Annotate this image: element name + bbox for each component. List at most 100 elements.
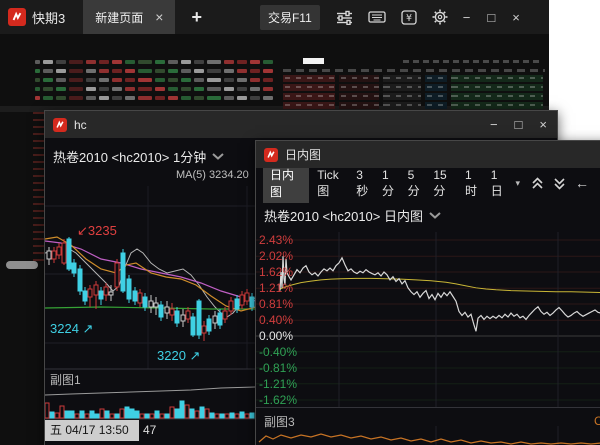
tab-1h[interactable]: 1时 (465, 168, 478, 198)
volume-bar (194, 410, 200, 419)
hc-window-controls: − □ × (490, 118, 547, 131)
arrow-left-icon[interactable]: ← (575, 175, 590, 191)
tab-15m[interactable]: 15分 (433, 168, 447, 198)
minimize-button[interactable]: − (489, 117, 498, 132)
candle (93, 284, 99, 296)
search-input[interactable] (303, 58, 324, 64)
axis-label: -0.40% (259, 344, 298, 359)
candle (98, 290, 104, 300)
volume-bar (45, 402, 50, 419)
quote-row (35, 69, 347, 73)
scrollbar-thumb[interactable] (6, 261, 38, 269)
candle (217, 312, 223, 326)
candle (82, 290, 88, 302)
volume-bar (169, 406, 175, 419)
candle (71, 262, 77, 274)
maximize-button[interactable]: □ (514, 117, 523, 132)
volume-bar (119, 408, 125, 419)
close-button[interactable]: × (539, 117, 547, 132)
candle (61, 242, 67, 264)
arrow-right-icon[interactable]: → (598, 175, 600, 191)
axis-label: 0.00% (259, 329, 294, 343)
quote-table-left (35, 60, 347, 110)
tab-close-icon[interactable]: × (155, 9, 164, 25)
candle (196, 300, 202, 336)
instrument-selector[interactable]: 热卷2010 <hc2010> 1分钟 (53, 147, 224, 166)
tab-1m[interactable]: 1分 (381, 168, 394, 198)
price-annotation-low1: 3224 ↗ (50, 321, 94, 336)
quote-table-header (283, 69, 545, 72)
axis-label: 0.81% (259, 297, 294, 311)
chevron-down-icon (429, 212, 441, 219)
volume-bar (54, 412, 60, 419)
new-tab-button[interactable]: + (191, 6, 202, 27)
depth-row (283, 93, 546, 100)
gear-icon[interactable] (432, 9, 448, 25)
svg-text:¥: ¥ (406, 13, 412, 24)
candle (174, 310, 180, 324)
candle (212, 315, 218, 324)
double-chevron-up-icon[interactable] (531, 176, 544, 190)
period-tabs: 日内图 Tick图 3秒 1分 5分 15分 1时 1日 ▾ ← → (256, 168, 600, 203)
candle (164, 306, 170, 314)
arrow-up-right-icon: ↗ (189, 348, 201, 363)
candle (153, 302, 159, 308)
volume-bar (239, 411, 245, 419)
close-button[interactable]: × (512, 9, 520, 25)
app-brand: 快期3 (8, 8, 65, 27)
double-chevron-down-icon[interactable] (553, 177, 566, 190)
candle (249, 296, 255, 308)
axis-label: -0.81% (259, 360, 298, 375)
background-panel-edge (0, 106, 549, 112)
app-logo-icon (264, 147, 278, 162)
candle (206, 318, 212, 332)
candle (56, 246, 62, 256)
volume-bar (64, 410, 70, 419)
intraday-chart-window: 日内图 日内图 Tick图 3秒 1分 5分 15分 1时 1日 ▾ (255, 140, 600, 445)
subchart3-series (258, 433, 600, 445)
tab-3s[interactable]: 3秒 (356, 168, 369, 198)
main-window-controls: − □ × (463, 11, 520, 24)
ma-line-orange (45, 236, 257, 312)
tab-tick[interactable]: Tick图 (317, 168, 339, 198)
volume-bar (84, 413, 90, 419)
volume-bar (149, 413, 155, 419)
volume-bar (129, 408, 135, 419)
volume-bar (184, 404, 190, 419)
candle (51, 250, 57, 260)
currency-yen-icon[interactable]: ¥ (401, 9, 417, 25)
volume-bar (164, 413, 170, 419)
volume-bar (79, 410, 85, 419)
volume-bar (244, 413, 250, 419)
volume-bar (99, 408, 105, 419)
instrument-label: 热卷2010 <hc2010> 1分钟 (53, 150, 207, 165)
tab-1d[interactable]: 1日 (490, 168, 503, 198)
candle (228, 300, 234, 312)
axis-label: 1.62% (259, 265, 294, 279)
candle (158, 304, 164, 318)
instrument-selector[interactable]: 热卷2010 <hc2010> 日内图 (264, 206, 441, 225)
keyboard-icon[interactable] (368, 10, 386, 24)
axis-label: 2.43% (259, 233, 294, 247)
settings-sliders-icon[interactable] (336, 10, 353, 25)
minimize-button[interactable]: − (462, 9, 471, 25)
tab-5m[interactable]: 5分 (407, 168, 420, 198)
titlebar-tools: ¥ (336, 9, 448, 25)
price-annotation-low2: 3220 ↗ (157, 348, 201, 363)
axis-label: -1.62% (259, 392, 298, 407)
hc-titlebar[interactable]: hc − □ × (45, 111, 557, 138)
volume-bar (49, 411, 55, 419)
volume-bar (159, 413, 165, 419)
price_pct-line (278, 256, 600, 332)
volume-bar (234, 413, 240, 419)
tab-intraday[interactable]: 日内图 (263, 168, 310, 203)
tab-new-page[interactable]: 新建页面 × (83, 0, 176, 34)
maximize-button[interactable]: □ (487, 9, 496, 25)
trade-button[interactable]: 交易F11 (259, 4, 320, 30)
volume-bar (199, 406, 205, 419)
intraday-titlebar[interactable]: 日内图 (256, 141, 600, 168)
more-periods-icon[interactable]: ▾ (515, 177, 521, 188)
micro-text-row (403, 60, 543, 63)
ma-line-gray (45, 246, 257, 318)
axis-label: 0.40% (259, 313, 294, 328)
